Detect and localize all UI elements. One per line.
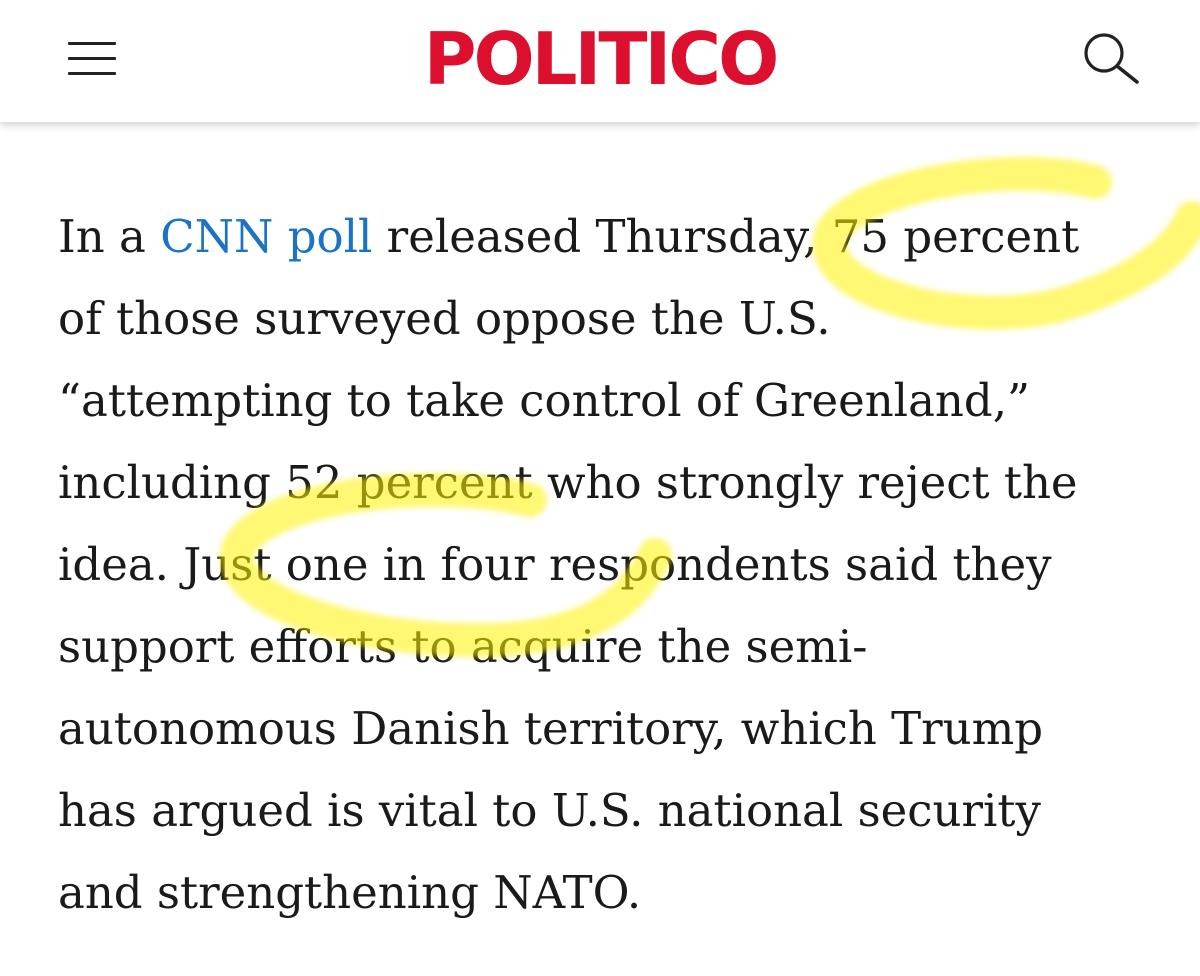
article-paragraph: In a CNN poll released Thursday, 75 perc… bbox=[58, 196, 1168, 934]
article-line-2: of those surveyed oppose the U.S. bbox=[58, 292, 831, 345]
site-header: POLITICO bbox=[0, 0, 1200, 122]
politico-logo-link[interactable]: POLITICO bbox=[423, 17, 780, 101]
search-button[interactable] bbox=[1080, 28, 1142, 86]
article-line-6: support efforts to acquire the semi- bbox=[58, 620, 868, 673]
article-line-9: and strengthening NATO. bbox=[58, 866, 642, 919]
article-line-8: has argued is vital to U.S. national sec… bbox=[58, 784, 1041, 837]
line-1-after-link: released Thursday, 75 percent bbox=[372, 210, 1080, 263]
article-line-3: “attempting to take control of Greenland… bbox=[58, 374, 1031, 427]
menu-bar-middle bbox=[68, 57, 116, 60]
article-line-7: autonomous Danish territory, which Trump bbox=[58, 702, 1044, 755]
menu-bar-top bbox=[68, 42, 116, 45]
article-line-4: including 52 percent who strongly reject… bbox=[58, 456, 1078, 509]
menu-bar-bottom bbox=[68, 72, 116, 75]
article-line-5: idea. Just one in four respondents said … bbox=[58, 538, 1052, 591]
cnn-poll-link[interactable]: CNN poll bbox=[160, 210, 373, 263]
article-line-1: In a CNN poll released Thursday, 75 perc… bbox=[58, 196, 1168, 278]
site-logo: POLITICO bbox=[0, 14, 1200, 104]
hamburger-menu-button[interactable] bbox=[68, 40, 118, 78]
search-icon bbox=[1084, 33, 1139, 84]
line-1-before-link: In a bbox=[58, 210, 161, 263]
